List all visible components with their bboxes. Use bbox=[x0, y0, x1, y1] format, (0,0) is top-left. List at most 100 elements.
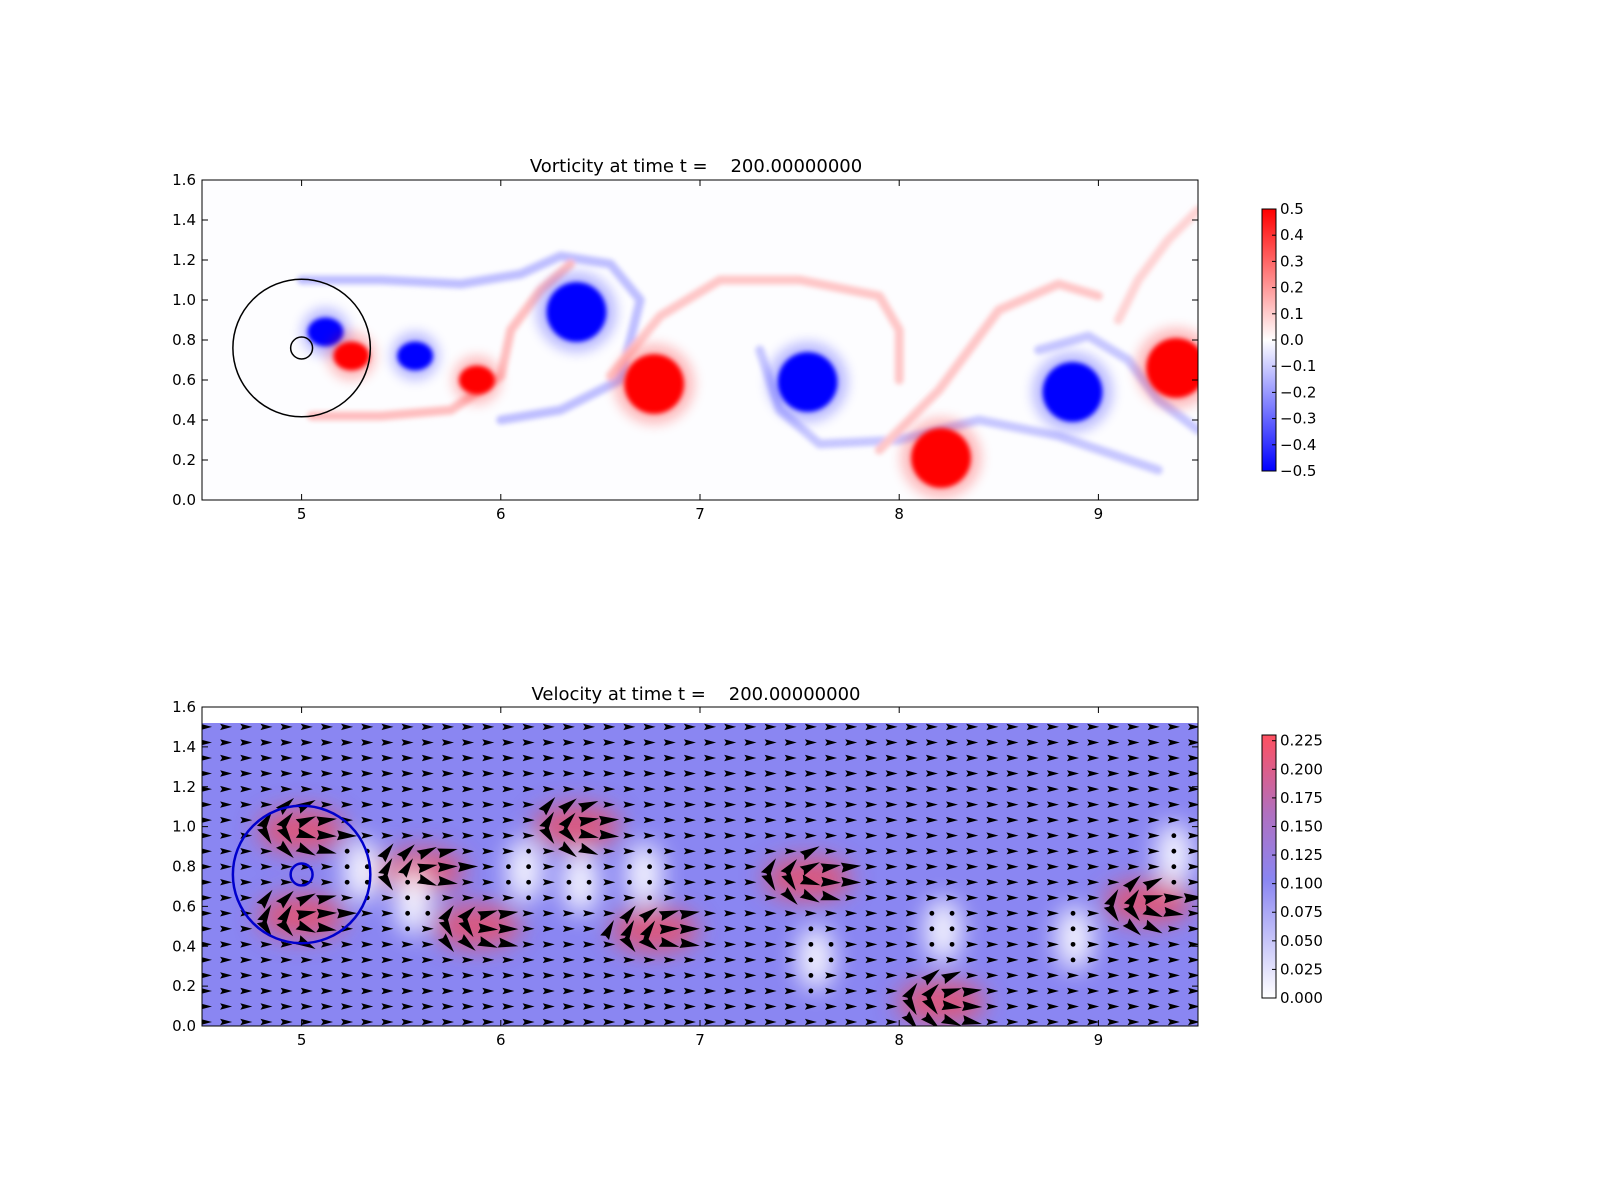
velocity-arrow bbox=[542, 848, 555, 855]
velocity-arrow bbox=[825, 723, 838, 731]
velocity-arrow bbox=[1087, 816, 1100, 824]
velocity-arrow bbox=[784, 801, 797, 808]
velocity-arrow bbox=[341, 770, 354, 777]
velocity-colorbar-label: 0.200 bbox=[1280, 760, 1323, 778]
velocity-arrow bbox=[462, 801, 475, 808]
velocity-arrow bbox=[986, 848, 999, 855]
velocity-arrow bbox=[522, 723, 535, 731]
velocity-arrow bbox=[220, 863, 233, 870]
velocity-arrow bbox=[421, 785, 434, 793]
velocity-arrow bbox=[1006, 1018, 1019, 1026]
velocity-arrow bbox=[845, 754, 858, 762]
velocity-arrow bbox=[220, 894, 233, 901]
velocity-arrow bbox=[202, 755, 212, 761]
velocity-arrow bbox=[240, 956, 253, 964]
velocity-arrow bbox=[603, 956, 616, 964]
velocity-arrow bbox=[1188, 925, 1198, 932]
velocity-arrow bbox=[1006, 910, 1019, 917]
velocity-arrow bbox=[1147, 1018, 1160, 1026]
velocity-arrow bbox=[744, 848, 757, 855]
velocity-arrow bbox=[558, 825, 576, 843]
velocity-arrow bbox=[442, 894, 454, 901]
velocity-arrow bbox=[381, 754, 394, 762]
velocity-arrow bbox=[865, 910, 878, 917]
velocity-arrow bbox=[1046, 972, 1059, 979]
velocity-arrow bbox=[808, 988, 814, 994]
velocity-arrow bbox=[583, 910, 596, 917]
velocity-arrow bbox=[300, 987, 313, 995]
velocity-arrow bbox=[542, 956, 555, 964]
velocity-arrow bbox=[562, 739, 575, 746]
velocity-arrow bbox=[583, 941, 596, 948]
velocity-arrow bbox=[962, 1001, 983, 1011]
velocity-colorbar-label: 0.225 bbox=[1280, 732, 1323, 750]
velocity-arrow bbox=[986, 956, 999, 964]
velocity-arrow bbox=[1070, 941, 1076, 947]
velocity-arrow bbox=[679, 924, 700, 934]
velocity-arrow bbox=[482, 956, 495, 964]
velocity-arrow bbox=[280, 879, 293, 886]
velocity-arrow bbox=[905, 879, 918, 886]
velocity-arrow bbox=[220, 848, 233, 855]
velocity-arrow bbox=[522, 739, 535, 746]
velocity-arrow bbox=[583, 925, 596, 932]
velocity-arrow bbox=[704, 770, 717, 777]
velocity-arrow bbox=[784, 770, 797, 777]
velocity-arrow bbox=[820, 863, 841, 874]
velocity-arrow bbox=[321, 801, 333, 808]
velocity-arrow bbox=[627, 864, 632, 870]
velocity-arrow bbox=[986, 816, 999, 824]
vorticity-filament bbox=[1034, 331, 1198, 435]
velocity-arrow bbox=[321, 754, 333, 762]
velocity-arrow bbox=[623, 987, 636, 995]
velocity-arrow bbox=[220, 910, 233, 917]
velocity-arrow bbox=[1104, 889, 1119, 909]
velocity-arrow bbox=[202, 895, 212, 901]
velocity-arrow bbox=[1087, 848, 1100, 855]
velocity-arrow bbox=[583, 987, 596, 995]
velocity-arrow bbox=[276, 890, 294, 909]
velocity-arrow bbox=[941, 1000, 962, 1011]
velocity-arrow bbox=[1127, 785, 1140, 793]
velocity-arrow bbox=[220, 723, 233, 731]
vorticity-vortex-negative bbox=[777, 352, 838, 412]
vorticity-title: Vorticity at time t = 200.00000000 bbox=[530, 156, 862, 177]
velocity-arrow bbox=[421, 723, 434, 731]
velocity-arrow bbox=[905, 956, 918, 964]
velocity-arrow bbox=[704, 723, 717, 731]
velocity-arrow bbox=[804, 1003, 817, 1010]
vorticity-colorbar-label: −0.3 bbox=[1280, 410, 1316, 428]
velocity-arrow bbox=[1107, 956, 1120, 964]
velocity-arrow bbox=[240, 816, 253, 824]
velocity-arrow bbox=[578, 801, 599, 813]
velocity-arrow bbox=[220, 816, 233, 824]
velocity-arrow bbox=[401, 816, 414, 824]
velocity-arrow bbox=[1188, 816, 1198, 824]
vorticity-colorbar-label: 0.5 bbox=[1280, 200, 1304, 218]
velocity-arrow bbox=[1188, 1003, 1198, 1010]
velocity-arrow bbox=[578, 828, 599, 839]
velocity-arrow bbox=[925, 848, 938, 855]
velocity-arrow bbox=[946, 848, 958, 855]
velocity-arrow bbox=[1006, 770, 1019, 777]
velocity-arrow bbox=[925, 879, 938, 886]
velocity-arrow bbox=[724, 941, 737, 948]
velocity-arrow bbox=[542, 1003, 555, 1010]
velocity-arrow bbox=[425, 910, 431, 916]
velocity-arrow bbox=[1006, 879, 1019, 886]
velocity-arrow bbox=[1127, 941, 1140, 948]
velocity-arrow bbox=[316, 908, 337, 919]
velocity-arrow bbox=[361, 910, 374, 917]
velocity-arrow bbox=[583, 956, 596, 964]
velocity-arrow bbox=[784, 754, 797, 762]
velocity-arrow bbox=[1026, 910, 1039, 917]
velocity-arrow bbox=[1188, 785, 1198, 793]
velocity-arrow bbox=[1026, 754, 1039, 762]
velocity-arrow bbox=[220, 739, 233, 746]
velocity-arrow bbox=[522, 941, 535, 948]
velocity-arrow bbox=[1006, 785, 1019, 793]
velocity-arrow bbox=[522, 1003, 535, 1010]
velocity-arrow bbox=[240, 987, 253, 995]
vorticity-colorbar-label: −0.5 bbox=[1280, 462, 1316, 480]
velocity-arrow bbox=[220, 1018, 233, 1026]
